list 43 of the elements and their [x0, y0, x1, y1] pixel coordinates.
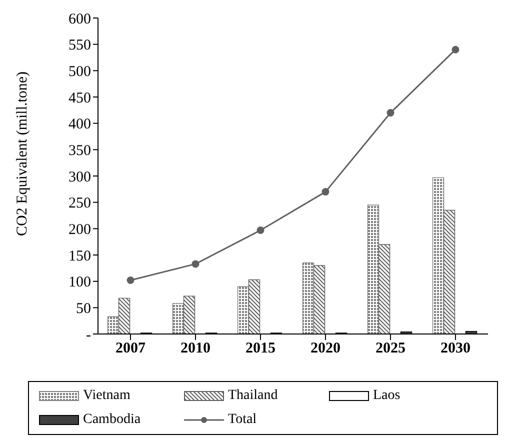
bar	[107, 316, 120, 334]
bar	[248, 279, 260, 334]
bar	[302, 262, 314, 334]
legend-label: Cambodia	[83, 412, 141, 428]
y-tick-label: 200	[68, 222, 91, 238]
bar	[183, 296, 196, 334]
x-tick-label: 2010	[180, 340, 210, 357]
legend-label: Vietnam	[83, 388, 130, 404]
y-tick-label: 400	[68, 116, 91, 133]
point	[192, 260, 200, 268]
y-tick-label: 350	[68, 142, 91, 159]
x-tick-label: 2015	[246, 340, 276, 357]
point	[322, 188, 330, 196]
point	[452, 46, 460, 54]
x-tick-label: 2025	[376, 340, 406, 357]
y-tick-label: 300	[68, 169, 91, 186]
x-tick-label: 2030	[440, 340, 470, 357]
bar	[432, 177, 444, 334]
point	[126, 276, 134, 284]
y-tick-label: 550	[68, 38, 91, 54]
y-tick-label: 150	[68, 248, 91, 264]
y-tick-label: -	[86, 327, 91, 344]
bar	[118, 298, 130, 334]
bar	[378, 244, 390, 334]
y-tick-label: 250	[68, 196, 91, 212]
bar	[313, 265, 326, 334]
y-tick-label: 100	[68, 274, 91, 291]
point	[256, 226, 264, 234]
x-tick-label: 2020	[310, 340, 340, 357]
legend-label: Laos	[373, 388, 400, 404]
y-tick-label: 500	[68, 64, 91, 80]
point	[386, 109, 394, 117]
bar	[237, 286, 250, 334]
legend-label: Thailand	[228, 388, 278, 404]
y-tick-label: 450	[68, 90, 91, 106]
x-tick-label: 2007	[116, 340, 146, 357]
y-tick-label: 50	[76, 300, 91, 317]
y-tick-label: 600	[68, 11, 91, 28]
y-axis-title: CO2 Equivalent (mill.tone)	[14, 71, 30, 236]
legend-label: Total	[228, 412, 257, 428]
bar	[443, 210, 456, 334]
bar	[367, 204, 380, 334]
bar	[172, 303, 184, 334]
